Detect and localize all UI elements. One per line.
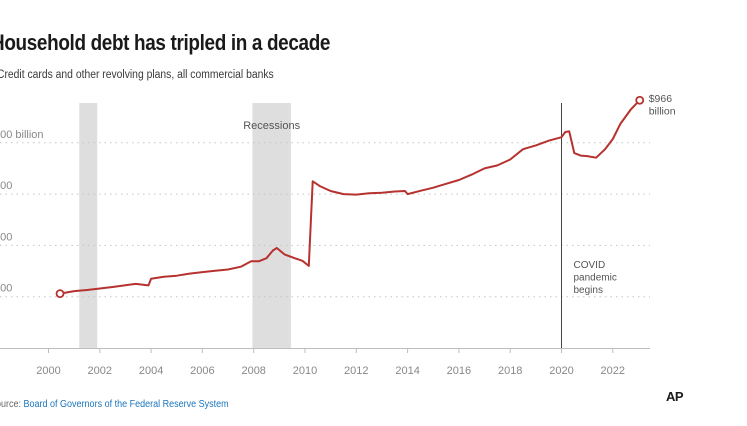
source-prefix: Source: (0, 399, 22, 410)
y-axis: 200 400 600 800 billion (0, 129, 44, 295)
recession-shading (79, 103, 291, 348)
x-tick-label: 2002 (88, 365, 112, 377)
endpoint-label-line: billion (649, 106, 676, 118)
source-link[interactable]: Board of Governors of the Federal Reserv… (23, 399, 229, 410)
endpoint-value-label: $966 billion (649, 93, 676, 118)
chart-subtitle: Credit cards and other revolving plans, … (0, 69, 274, 81)
y-tick-label: 600 (0, 180, 12, 192)
end-point-marker (635, 95, 645, 105)
gridlines (0, 142, 650, 298)
x-tick-label: 2010 (293, 365, 317, 377)
x-tick-label: 2004 (139, 365, 163, 377)
x-tick-label: 2020 (549, 365, 573, 377)
recession-band (79, 103, 98, 348)
x-axis-tick-labels: 2000 2002 2004 2006 2008 2010 2012 2014 2016 2018… (36, 365, 625, 377)
ap-logo: AP (666, 389, 684, 404)
covid-label: COVID pandemic begins (574, 260, 617, 296)
debt-line (59, 99, 641, 295)
x-tick-label: 2016 (447, 365, 471, 377)
covid-label-line: begins (574, 285, 603, 296)
recession-band (252, 103, 291, 348)
endpoint-label-line: $966 (649, 93, 673, 105)
y-tick-label: 400 (0, 231, 12, 243)
x-tick-label: 2008 (241, 365, 265, 377)
x-tick-label: 2000 (36, 365, 60, 377)
data-series (55, 95, 645, 299)
x-tick-label: 2018 (498, 365, 522, 377)
source-credit: Source: Board of Governors of the Federa… (0, 399, 229, 410)
x-axis (0, 348, 650, 353)
chart-title: Household debt has tripled in a decade (0, 30, 331, 55)
x-tick-label: 2006 (190, 365, 214, 377)
start-point-marker (55, 289, 65, 299)
y-tick-label: 800 billion (0, 129, 44, 141)
covid-label-line: pandemic (574, 273, 617, 284)
annotations: Recessions $966 billion COVID pandemic begins (243, 93, 676, 348)
x-tick-label: 2012 (344, 365, 368, 377)
x-tick-label: 2014 (395, 365, 419, 377)
covid-label-line: COVID (574, 260, 606, 271)
recessions-label: Recessions (243, 120, 300, 132)
y-tick-label: 200 (0, 283, 12, 295)
x-tick-label: 2022 (601, 365, 625, 377)
